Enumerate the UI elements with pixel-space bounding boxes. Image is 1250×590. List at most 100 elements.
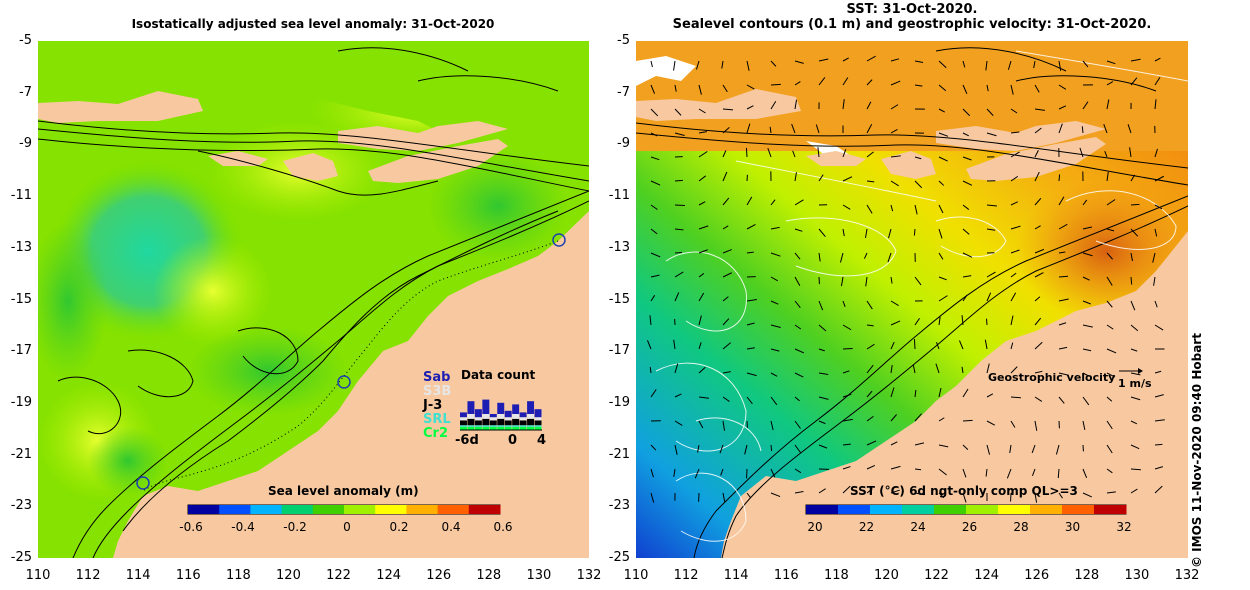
velocity-arrow <box>722 342 731 350</box>
velocity-arrow <box>673 339 676 350</box>
velocity-arrow <box>721 60 724 69</box>
longitude-tick-label: 130 <box>1124 568 1150 583</box>
sla-contour <box>57 376 122 435</box>
velocity-arrow <box>1058 105 1067 110</box>
velocity-arrow <box>842 370 850 374</box>
velocity-arrow <box>815 124 820 134</box>
sla-contour <box>72 190 589 558</box>
colorbar-segment <box>406 505 439 514</box>
velocity-arrow <box>1034 272 1044 278</box>
sst-island <box>966 137 1106 181</box>
data-count-bar <box>534 425 542 427</box>
velocity-arrow <box>794 468 802 474</box>
sla-dotted-line <box>142 240 559 492</box>
velocity-arrow <box>938 84 947 92</box>
velocity-arrow <box>650 108 659 117</box>
velocity-arrow <box>792 150 796 158</box>
velocity-arrow <box>1033 60 1036 69</box>
sla-colorbar-title: Sea level anomaly (m) <box>268 484 419 498</box>
sla-australia-land <box>113 211 589 558</box>
velocity-arrow <box>962 228 970 235</box>
velocity-arrow <box>769 126 772 134</box>
longitude-tick-label: 116 <box>773 568 799 583</box>
velocity-arrow <box>890 341 895 350</box>
colorbar-segment <box>312 505 345 514</box>
velocity-arrow <box>864 228 868 239</box>
velocity-arrow <box>650 294 656 302</box>
data-count-bar <box>534 417 542 421</box>
data-count-bar <box>512 426 520 430</box>
colorbar-tick-label: -0.4 <box>231 520 255 534</box>
velocity-arrow <box>1152 252 1156 263</box>
velocity-arrow <box>770 324 781 329</box>
velocity-arrow <box>770 252 781 257</box>
velocity-arrow <box>1058 251 1066 254</box>
colorbar-segment <box>281 505 314 514</box>
sst-australia-land <box>721 231 1188 558</box>
velocity-arrow <box>1034 108 1045 111</box>
data-count-bar <box>519 420 527 426</box>
sla-island <box>283 153 338 181</box>
velocity-arrow <box>962 275 972 278</box>
velocity-arrow <box>840 276 844 287</box>
velocity-arrow <box>794 172 797 182</box>
velocity-arrow <box>1058 372 1069 376</box>
velocity-arrow <box>842 324 852 331</box>
velocity-arrow <box>986 108 994 116</box>
velocity-arrow <box>794 228 803 232</box>
sst-contour <box>693 195 1188 558</box>
longitude-tick-label: 126 <box>426 568 452 583</box>
latitude-tick-label: -23 <box>608 498 630 514</box>
velocity-arrow <box>1106 199 1116 206</box>
data-count-bar <box>534 420 542 426</box>
velocity-arrow <box>890 320 901 326</box>
sst-contour <box>721 205 1188 558</box>
velocity-arrow <box>1106 300 1113 308</box>
velocity-arrow <box>914 276 922 286</box>
data-count-bar <box>489 414 497 418</box>
velocity-arrow <box>1130 348 1138 352</box>
velocity-arrow <box>1058 60 1062 71</box>
velocity-arrow <box>986 363 990 374</box>
velocity-arrow <box>746 84 755 90</box>
velocity-arrow <box>794 99 798 110</box>
data-count-bar <box>482 418 490 426</box>
data-count-bar <box>474 409 482 418</box>
sst-north-warm <box>636 41 1188 151</box>
velocity-arrow <box>866 101 872 110</box>
velocity-arrow <box>1034 248 1045 254</box>
data-count-bar <box>527 414 535 419</box>
velocity-arrow <box>890 364 893 374</box>
velocity-arrow <box>1106 252 1113 260</box>
velocity-arrow <box>1010 225 1021 230</box>
velocity-arrow <box>698 249 708 254</box>
velocity-arrow <box>1130 372 1141 376</box>
sla-island <box>338 121 508 151</box>
data-count-bar <box>467 425 475 427</box>
velocity-arrow <box>694 468 700 479</box>
velocity-arrow <box>720 468 724 476</box>
velocity-arrow <box>1034 150 1039 158</box>
velocity-arrow <box>818 420 826 425</box>
velocity-arrow <box>839 252 844 263</box>
velocity-arrow <box>1058 196 1065 206</box>
velocity-arrow <box>1106 60 1116 65</box>
velocity-arrow <box>1034 317 1042 326</box>
data-count-bar <box>474 426 482 430</box>
colorbar-segment <box>1030 505 1063 514</box>
velocity-arrow <box>914 389 917 398</box>
velocity-arrow <box>698 108 706 114</box>
latitude-tick-label: -21 <box>10 446 32 462</box>
sla-contour <box>127 349 194 398</box>
velocity-arrow <box>961 315 964 326</box>
data-count-bar <box>497 414 505 419</box>
latitude-tick-label: -25 <box>10 550 32 565</box>
sla-northern-land <box>268 41 589 141</box>
velocity-arrow <box>1154 443 1163 446</box>
velocity-arrow <box>962 132 969 137</box>
longitude-tick-label: 132 <box>576 568 602 583</box>
longitude-tick-label: 122 <box>924 568 949 583</box>
velocity-arrow <box>1010 131 1020 134</box>
velocity-arrow <box>649 315 652 326</box>
velocity-arrow <box>912 364 916 374</box>
